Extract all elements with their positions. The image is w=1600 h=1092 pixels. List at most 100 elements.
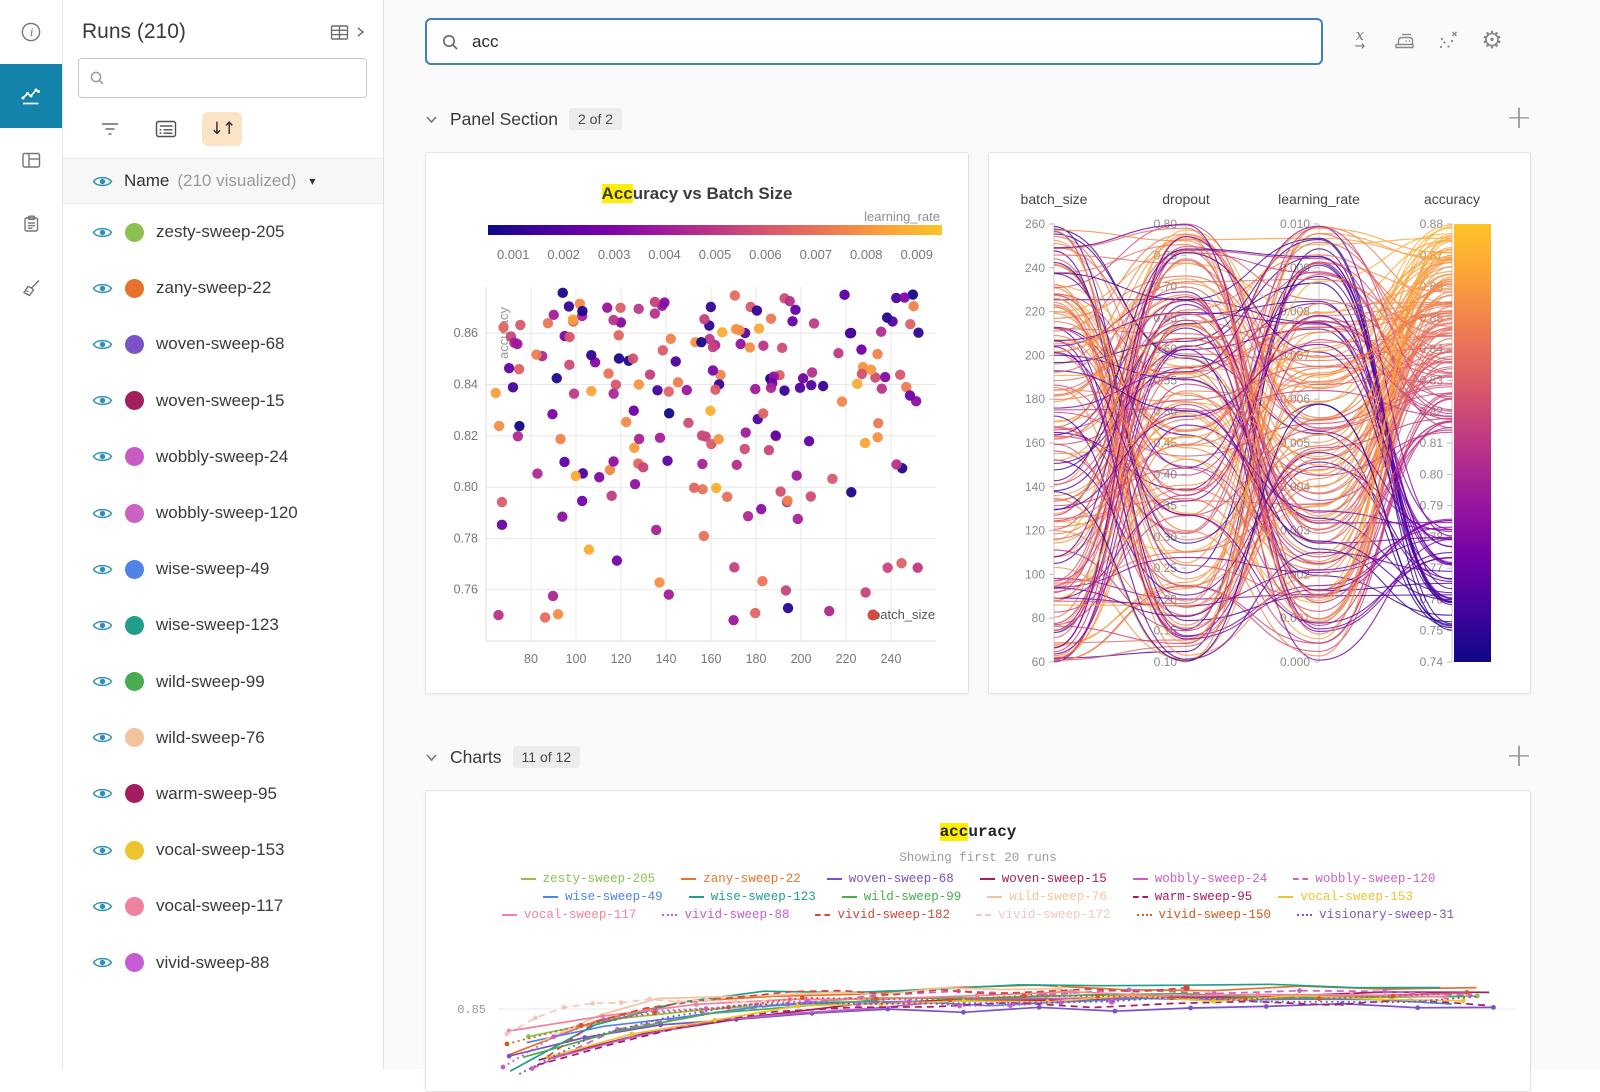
legend-item[interactable]: woven-sweep-68 xyxy=(827,872,954,886)
svg-text:0.76: 0.76 xyxy=(454,583,478,597)
legend-item[interactable]: vivid-sweep-182 xyxy=(815,908,950,922)
eye-icon[interactable] xyxy=(92,674,113,689)
outliers-button[interactable] xyxy=(1434,24,1462,56)
legend-item[interactable]: vocal-sweep-117 xyxy=(502,908,637,922)
legend-swatch xyxy=(1133,878,1148,880)
run-name: warm-sweep-95 xyxy=(156,784,277,804)
parallel-axis-label[interactable]: accuracy xyxy=(1424,191,1480,207)
chevron-down-icon[interactable] xyxy=(424,750,439,765)
run-row[interactable]: woven-sweep-15 xyxy=(62,373,383,429)
gear-icon: ⚙ xyxy=(1481,26,1503,54)
run-row[interactable]: warm-sweep-95 xyxy=(62,766,383,822)
add-chart-button[interactable]: + xyxy=(1504,742,1534,772)
legend-item[interactable]: wise-sweep-123 xyxy=(689,890,816,904)
eye-icon[interactable] xyxy=(92,281,113,296)
legend-item[interactable]: vivid-sweep-88 xyxy=(662,908,789,922)
eye-icon[interactable] xyxy=(92,955,113,970)
nav-item-sweeps[interactable] xyxy=(0,256,62,320)
legend-item[interactable]: zany-sweep-22 xyxy=(681,872,801,886)
runs-column-header[interactable]: Name (210 visualized) ▾ xyxy=(62,158,383,204)
legend-item[interactable]: warm-sweep-95 xyxy=(1133,890,1253,904)
run-row[interactable]: wild-sweep-99 xyxy=(62,654,383,710)
chevron-down-icon[interactable] xyxy=(424,112,439,127)
info-icon[interactable]: i xyxy=(0,0,62,64)
parallel-axis-label[interactable]: batch_size xyxy=(1021,191,1088,207)
svg-text:120: 120 xyxy=(611,652,632,666)
run-row[interactable]: vocal-sweep-117 xyxy=(62,878,383,934)
run-row[interactable]: zesty-sweep-205 xyxy=(62,204,383,260)
legend-item[interactable]: zesty-sweep-205 xyxy=(521,872,656,886)
run-row[interactable]: wise-sweep-49 xyxy=(62,541,383,597)
accuracy-line-chart-panel[interactable]: accuracy Showing first 20 runs zesty-swe… xyxy=(425,790,1531,1092)
main-content: x→ ⚙ xyxy=(384,0,1600,1069)
legend-item[interactable]: wise-sweep-49 xyxy=(543,890,663,904)
run-row[interactable]: vivid-sweep-88 xyxy=(62,934,383,990)
nav-item-workspace-charts[interactable] xyxy=(0,64,62,128)
eye-icon[interactable] xyxy=(92,393,113,408)
run-name: zesty-sweep-205 xyxy=(156,222,285,242)
legend-run-name: wild-sweep-76 xyxy=(1009,890,1107,904)
parallel-coordinates-plot[interactable]: 26024022020018016014012010080600.800.750… xyxy=(989,213,1530,683)
legend-run-name: visionary-sweep-31 xyxy=(1319,908,1454,922)
filter-icon xyxy=(100,121,120,137)
eye-icon[interactable] xyxy=(92,562,113,577)
legend-item[interactable]: vivid-sweep-172 xyxy=(976,908,1111,922)
eye-icon[interactable] xyxy=(92,843,113,858)
settings-button[interactable]: ⚙ xyxy=(1478,24,1506,56)
svg-text:140: 140 xyxy=(656,652,677,666)
runs-search-input[interactable] xyxy=(114,69,356,88)
run-row[interactable]: wild-sweep-76 xyxy=(62,710,383,766)
expand-chevron-icon[interactable] xyxy=(353,25,367,39)
scatter-panel[interactable]: Accuracy vs Batch Size learning_rate 0.0… xyxy=(425,152,969,694)
nav-item-notes[interactable] xyxy=(0,192,62,256)
legend-item[interactable]: vocal-sweep-153 xyxy=(1278,890,1413,904)
clipboard-icon xyxy=(19,212,43,236)
svg-text:240: 240 xyxy=(881,652,902,666)
section-title[interactable]: Charts xyxy=(450,747,502,768)
legend-swatch xyxy=(521,878,536,880)
legend-item[interactable]: wobbly-sweep-120 xyxy=(1293,872,1435,886)
parallel-axis-label[interactable]: learning_rate xyxy=(1278,191,1360,207)
eye-icon[interactable] xyxy=(92,618,113,633)
run-row[interactable]: wise-sweep-123 xyxy=(62,597,383,653)
info-icon: i xyxy=(19,20,43,44)
legend-item[interactable]: vivid-sweep-150 xyxy=(1137,908,1272,922)
panel-grid-icon xyxy=(19,148,43,172)
legend-item[interactable]: wild-sweep-76 xyxy=(987,890,1107,904)
run-color-dot xyxy=(125,841,144,860)
run-row[interactable]: vocal-sweep-153 xyxy=(62,822,383,878)
run-row[interactable]: wobbly-sweep-24 xyxy=(62,429,383,485)
eye-icon[interactable] xyxy=(92,506,113,521)
line-chart-title: accuracy xyxy=(426,823,1530,841)
eye-icon[interactable] xyxy=(92,225,113,240)
eye-icon[interactable] xyxy=(92,730,113,745)
filter-button[interactable] xyxy=(90,112,130,146)
eye-icon[interactable] xyxy=(92,449,113,464)
svg-text:batch_size: batch_size xyxy=(873,607,935,622)
eye-icon[interactable] xyxy=(92,786,113,801)
x-axis-settings-button[interactable]: x→ xyxy=(1346,24,1374,56)
eye-icon[interactable] xyxy=(92,337,113,352)
section-title[interactable]: Panel Section xyxy=(450,109,558,130)
add-panel-button[interactable]: + xyxy=(1504,104,1534,134)
parallel-axis-label[interactable]: dropout xyxy=(1162,191,1209,207)
nav-item-panel-grid[interactable] xyxy=(0,128,62,192)
run-row[interactable]: woven-sweep-68 xyxy=(62,316,383,372)
smoothing-button[interactable] xyxy=(1390,24,1418,56)
run-row[interactable]: zany-sweep-22 xyxy=(62,260,383,316)
sort-button[interactable]: ↓↑ xyxy=(202,112,242,146)
runs-table-icon[interactable] xyxy=(328,21,351,44)
legend-item[interactable]: wobbly-sweep-24 xyxy=(1133,872,1268,886)
run-row[interactable]: wobbly-sweep-120 xyxy=(62,485,383,541)
legend-item[interactable]: wild-sweep-99 xyxy=(842,890,962,904)
eye-icon[interactable] xyxy=(92,899,113,914)
panel-search-input[interactable] xyxy=(470,31,1307,53)
group-button[interactable] xyxy=(146,112,186,146)
line-chart-plot[interactable]: 0.85 xyxy=(426,927,1530,1077)
legend-item[interactable]: visionary-sweep-31 xyxy=(1297,908,1454,922)
sort-icon: ↓↑ xyxy=(210,119,235,139)
parallel-coordinates-panel[interactable]: batch_size dropout learning_rate accuracy 2… xyxy=(988,152,1531,694)
svg-text:160: 160 xyxy=(1025,436,1045,450)
legend-item[interactable]: woven-sweep-15 xyxy=(980,872,1107,886)
